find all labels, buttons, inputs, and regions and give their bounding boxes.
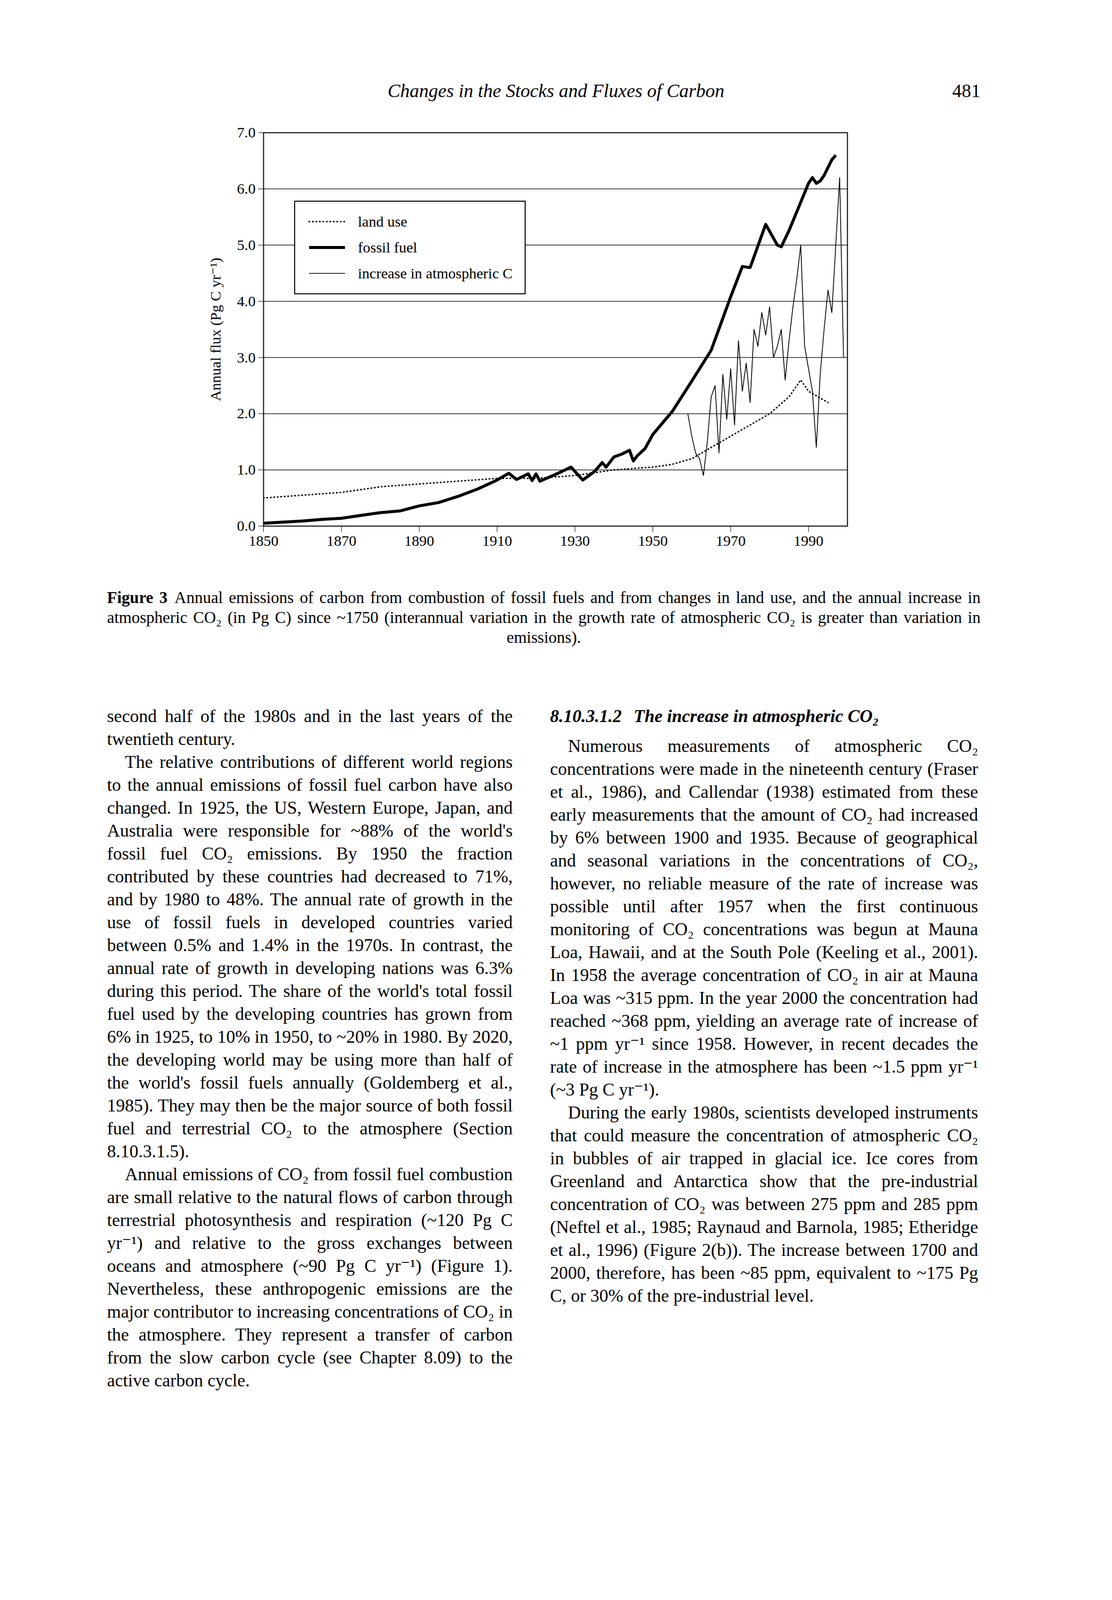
svg-text:1950: 1950: [638, 532, 668, 549]
svg-text:5.0: 5.0: [236, 236, 256, 253]
html-text:fossil fuel: fossil fuel: [357, 238, 418, 256]
svg-text:0.0: 0.0: [236, 517, 256, 534]
html-text:increase in atmospheric C: increase in atmospheric C: [357, 264, 513, 282]
html-text:The increase in atmospheric CO: The increase in atmospheric CO₂: [633, 705, 879, 726]
svg-text:2.0: 2.0: [236, 404, 256, 422]
svg-text:1890: 1890: [404, 532, 435, 549]
svg-text:3.0: 3.0: [236, 348, 256, 366]
html-text:Annual emissions of CO₂ from f: Annual emissions of CO₂ from fossil fuel…: [107, 1163, 513, 1390]
svg-text:7.0: 7.0: [236, 123, 256, 141]
svg-text:1850: 1850: [248, 532, 279, 549]
html-text:land use: land use: [357, 213, 408, 230]
svg-text:1910: 1910: [482, 532, 513, 549]
html-text:8.10.3.1.2: 8.10.3.1.2: [550, 705, 622, 726]
html-text:481: 481: [952, 80, 981, 102]
html-text:During the early 1980s, scient: During the early 1980s, scientists devel…: [550, 1102, 979, 1306]
html-text:Numerous measurements of atmos: Numerous measurements of atmospheric CO₂…: [550, 735, 979, 1100]
svg-text:1.0: 1.0: [236, 460, 256, 478]
html-text:second half of the 1980s and i: second half of the 1980s and in the last…: [107, 705, 513, 749]
svg-text:1970: 1970: [715, 532, 746, 549]
html-text:Changes in the Stocks and Flux: Changes in the Stocks and Fluxes of Carb…: [387, 80, 725, 102]
svg-text:6.0: 6.0: [236, 180, 256, 197]
html-text:The relative contributions of: The relative contributions of different …: [107, 751, 513, 1161]
html-text:Figure 3 Annual emissions of c: Figure 3 Annual emissions of carbon from…: [107, 588, 981, 647]
svg-text:4.0: 4.0: [236, 292, 256, 310]
svg-text:1870: 1870: [326, 532, 357, 549]
svg-text:1990: 1990: [793, 532, 824, 549]
svg-text:Annual flux (Pg C yr⁻¹): Annual flux (Pg C yr⁻¹): [207, 257, 224, 401]
svg-text:1930: 1930: [559, 532, 590, 549]
